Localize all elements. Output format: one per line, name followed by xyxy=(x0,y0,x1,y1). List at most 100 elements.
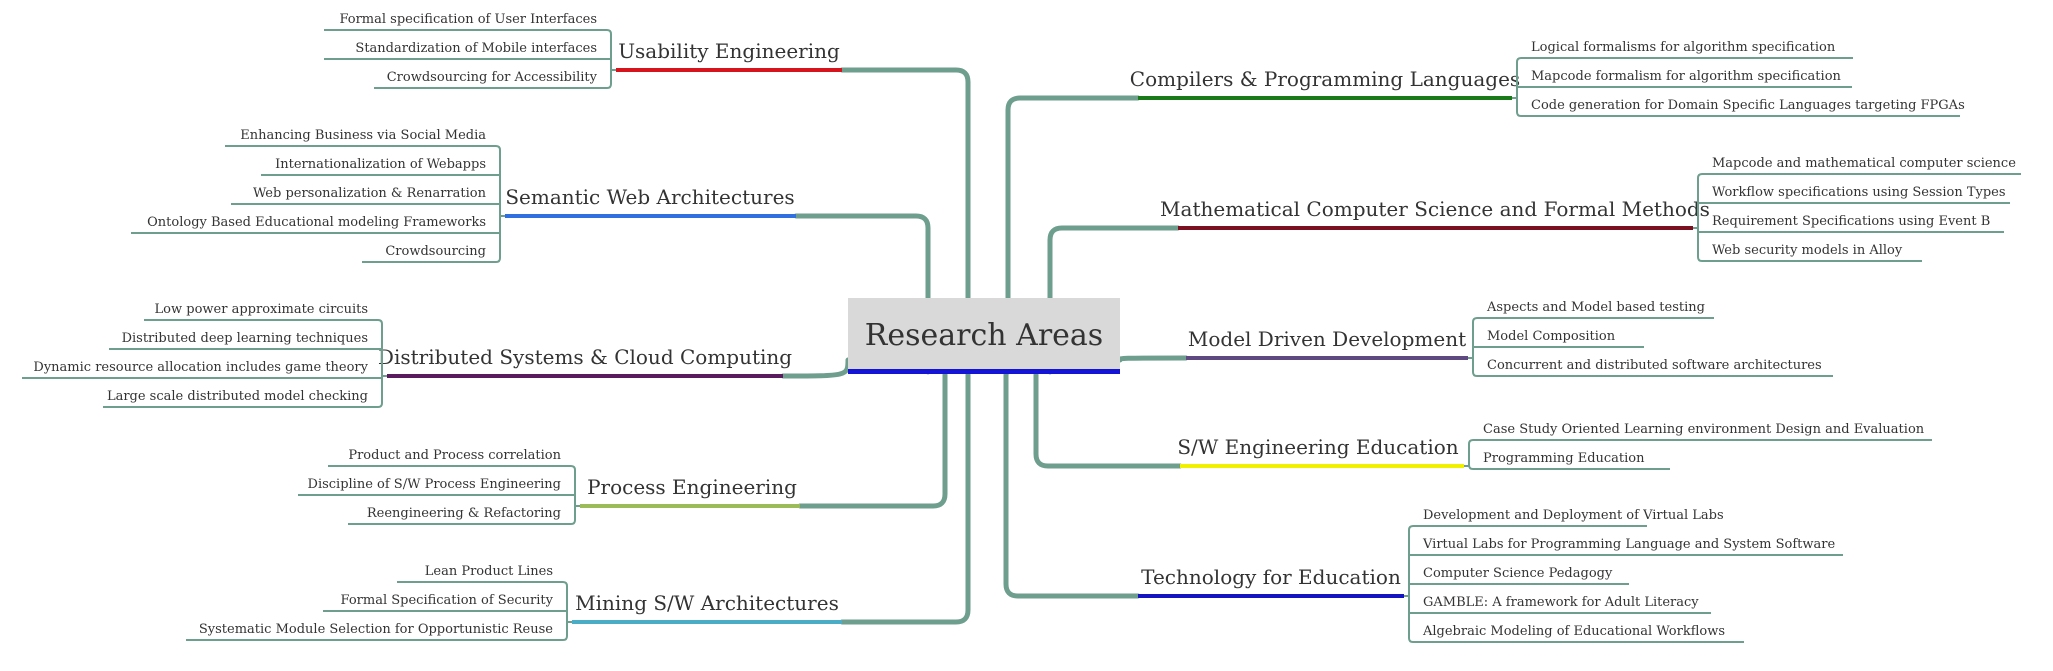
leaf-underline xyxy=(328,465,576,471)
leaf-label: GAMBLE: A framework for Adult Literacy xyxy=(1423,595,1699,610)
topic-distributed-systems-cloud-computing[interactable]: Distributed Systems & Cloud Computing Low… xyxy=(22,302,792,408)
leaf-reengineering-refactoring[interactable]: Reengineering & Refactoring xyxy=(348,506,576,525)
leaf-concurrent-and-distributed-software-architectures[interactable]: Concurrent and distributed software arch… xyxy=(1472,358,1833,377)
topic-label: Mining S/W Architectures xyxy=(575,591,839,615)
leaf-underline xyxy=(324,29,612,35)
trunk-connector xyxy=(1003,369,1141,599)
trunk-connector xyxy=(839,67,971,375)
leaf-label: Product and Process correlation xyxy=(348,448,561,463)
trunk-connector xyxy=(1005,95,1141,375)
leaf-label: Virtual Labs for Programming Language an… xyxy=(1422,537,1835,552)
leaf-label: Reengineering & Refactoring xyxy=(367,506,561,521)
leaf-low-power-approximate-circuits[interactable]: Low power approximate circuits xyxy=(144,302,383,325)
leaf-distributed-deep-learning-techniques[interactable]: Distributed deep learning techniques xyxy=(109,331,382,350)
leaf-large-scale-distributed-model-checking[interactable]: Large scale distributed model checking xyxy=(103,389,383,408)
topic-technology-for-education[interactable]: Technology for Education Development and … xyxy=(1138,508,1843,643)
leaf-ontology-based-educational-modeling-frameworks[interactable]: Ontology Based Educational modeling Fram… xyxy=(131,215,500,234)
topic-label: Distributed Systems & Cloud Computing xyxy=(378,345,792,369)
trunk-connector xyxy=(797,369,948,509)
branches: Usability Engineering Formal specificatio… xyxy=(22,12,2021,643)
topic-mining-s-w-architectures[interactable]: Mining S/W Architectures Lean Product Lin… xyxy=(186,564,842,641)
leaf-bracket xyxy=(610,34,616,84)
leaf-formal-specification-of-user-interfaces[interactable]: Formal specification of User Interfaces xyxy=(324,12,612,35)
leaf-bracket xyxy=(499,150,505,258)
leaf-label: Model Composition xyxy=(1487,329,1616,344)
leaf-gamble-a-framework-for-adult-literacy[interactable]: GAMBLE: A framework for Adult Literacy xyxy=(1409,595,1711,614)
trunk-connector xyxy=(1047,225,1181,375)
leaf-bracket xyxy=(381,324,387,403)
leaf-label: Mapcode formalism for algorithm specific… xyxy=(1531,69,1842,84)
leaf-mapcode-and-mathematical-computer-science[interactable]: Mapcode and mathematical computer scienc… xyxy=(1697,156,2021,179)
leaf-underline xyxy=(103,402,383,408)
leaf-underline xyxy=(186,635,568,641)
leaf-virtual-labs-for-programming-language-and-system-software[interactable]: Virtual Labs for Programming Language an… xyxy=(1409,537,1843,556)
leaf-label: Algebraic Modeling of Educational Workfl… xyxy=(1422,624,1725,639)
topic-label: Usability Engineering xyxy=(618,39,840,63)
topic-process-engineering[interactable]: Process Engineering Product and Process c… xyxy=(298,448,800,525)
leaf-logical-formalisms-for-algorithm-specification[interactable]: Logical formalisms for algorithm specifi… xyxy=(1516,40,1853,63)
leaf-underline xyxy=(1468,464,1670,470)
root-box xyxy=(848,298,1120,370)
leaf-systematic-module-selection-for-opportunistic-reuse[interactable]: Systematic Module Selection for Opportun… xyxy=(186,622,568,641)
topic-model-driven-development[interactable]: Model Driven Development Aspects and Mode… xyxy=(1186,300,1833,377)
leaf-development-and-deployment-of-virtual-labs[interactable]: Development and Deployment of Virtual La… xyxy=(1408,508,1724,531)
leaf-label: Lean Product Lines xyxy=(425,564,553,579)
leaf-crowdsourcing-for-accessibility[interactable]: Crowdsourcing for Accessibility xyxy=(374,70,612,89)
leaf-computer-science-pedagogy[interactable]: Computer Science Pedagogy xyxy=(1409,566,1629,585)
trunk-connector xyxy=(780,357,851,379)
leaf-label: Systematic Module Selection for Opportun… xyxy=(199,622,553,637)
leaf-label: Logical formalisms for algorithm specifi… xyxy=(1531,40,1836,55)
topic-compilers-programming-languages[interactable]: Compilers & Programming Languages Logical… xyxy=(1130,40,1965,117)
leaf-underline xyxy=(1468,439,1932,445)
leaf-algebraic-modeling-of-educational-workflows[interactable]: Algebraic Modeling of Educational Workfl… xyxy=(1408,624,1744,643)
topic-s-w-engineering-education[interactable]: S/W Engineering Education Case Study Orie… xyxy=(1177,422,1932,470)
topic-usability-engineering[interactable]: Usability Engineering Formal specificatio… xyxy=(324,12,842,89)
leaf-standardization-of-mobile-interfaces[interactable]: Standardization of Mobile interfaces xyxy=(324,41,611,60)
leaf-label: Enhancing Business via Social Media xyxy=(240,128,486,143)
leaf-requirement-specifications-using-event-b[interactable]: Requirement Specifications using Event B xyxy=(1698,214,2004,233)
leaf-discipline-of-s-w-process-engineering[interactable]: Discipline of S/W Process Engineering xyxy=(298,477,575,496)
leaf-label: Web personalization & Renarration xyxy=(253,186,487,201)
leaf-crowdsourcing[interactable]: Crowdsourcing xyxy=(362,244,501,263)
leaf-label: Requirement Specifications using Event B xyxy=(1712,214,1990,229)
leaf-label: Web security models in Alloy xyxy=(1712,243,1903,258)
leaf-aspects-and-model-based-testing[interactable]: Aspects and Model based testing xyxy=(1472,300,1714,323)
topic-mathematical-computer-science-and-formal-methods[interactable]: Mathematical Computer Science and Formal… xyxy=(1160,156,2021,262)
leaf-label: Case Study Oriented Learning environment… xyxy=(1483,422,1925,437)
topic-label: Mathematical Computer Science and Formal… xyxy=(1160,197,1710,221)
leaf-label: Distributed deep learning techniques xyxy=(122,331,368,346)
leaf-code-generation-for-domain-specific-languages-targeting-fpgas[interactable]: Code generation for Domain Specific Lang… xyxy=(1516,98,1965,117)
leaf-underline xyxy=(144,319,383,325)
leaf-web-security-models-in-alloy[interactable]: Web security models in Alloy xyxy=(1697,243,1922,262)
leaf-mapcode-formalism-for-algorithm-specification[interactable]: Mapcode formalism for algorithm specific… xyxy=(1517,69,1852,88)
leaf-label: Crowdsourcing for Accessibility xyxy=(387,70,598,85)
leaf-workflow-specifications-using-session-types[interactable]: Workflow specifications using Session Ty… xyxy=(1698,185,2010,204)
leaf-web-personalization-renarration[interactable]: Web personalization & Renarration xyxy=(231,186,500,205)
leaf-label: Computer Science Pedagogy xyxy=(1423,566,1613,581)
root-node[interactable]: Research Areas xyxy=(848,298,1120,374)
leaf-label: Large scale distributed model checking xyxy=(107,389,368,404)
leaf-bracket xyxy=(1464,444,1470,467)
leaf-product-and-process-correlation[interactable]: Product and Process correlation xyxy=(328,448,576,471)
leaf-label: Workflow specifications using Session Ty… xyxy=(1712,185,2006,200)
leaf-label: Concurrent and distributed software arch… xyxy=(1487,358,1822,373)
leaf-underline xyxy=(348,519,576,525)
leaf-label: Mapcode and mathematical computer scienc… xyxy=(1712,156,2016,171)
leaf-formal-specification-of-security[interactable]: Formal Specification of Security xyxy=(323,593,567,612)
leaf-bracket xyxy=(566,586,572,636)
leaf-dynamic-resource-allocation-includes-game-theory[interactable]: Dynamic resource allocation includes gam… xyxy=(22,360,382,379)
leaf-model-composition[interactable]: Model Composition xyxy=(1473,329,1644,348)
leaf-case-study-oriented-learning-environment-design-and-evaluation[interactable]: Case Study Oriented Learning environment… xyxy=(1468,422,1932,445)
leaf-enhancing-business-via-social-media[interactable]: Enhancing Business via Social Media xyxy=(225,128,501,151)
trunk-connector xyxy=(793,213,931,375)
topic-label: Process Engineering xyxy=(587,475,797,499)
leaf-label: Development and Deployment of Virtual La… xyxy=(1423,508,1724,523)
leaf-internationalization-of-webapps[interactable]: Internationalization of Webapps xyxy=(261,157,500,176)
leaf-underline xyxy=(1408,525,1647,531)
leaf-bracket xyxy=(574,470,580,520)
leaf-lean-product-lines[interactable]: Lean Product Lines xyxy=(397,564,568,587)
topic-semantic-web-architectures[interactable]: Semantic Web Architectures Enhancing Busi… xyxy=(131,128,796,263)
leaf-underline xyxy=(1472,371,1833,377)
leaf-programming-education[interactable]: Programming Education xyxy=(1468,451,1670,470)
